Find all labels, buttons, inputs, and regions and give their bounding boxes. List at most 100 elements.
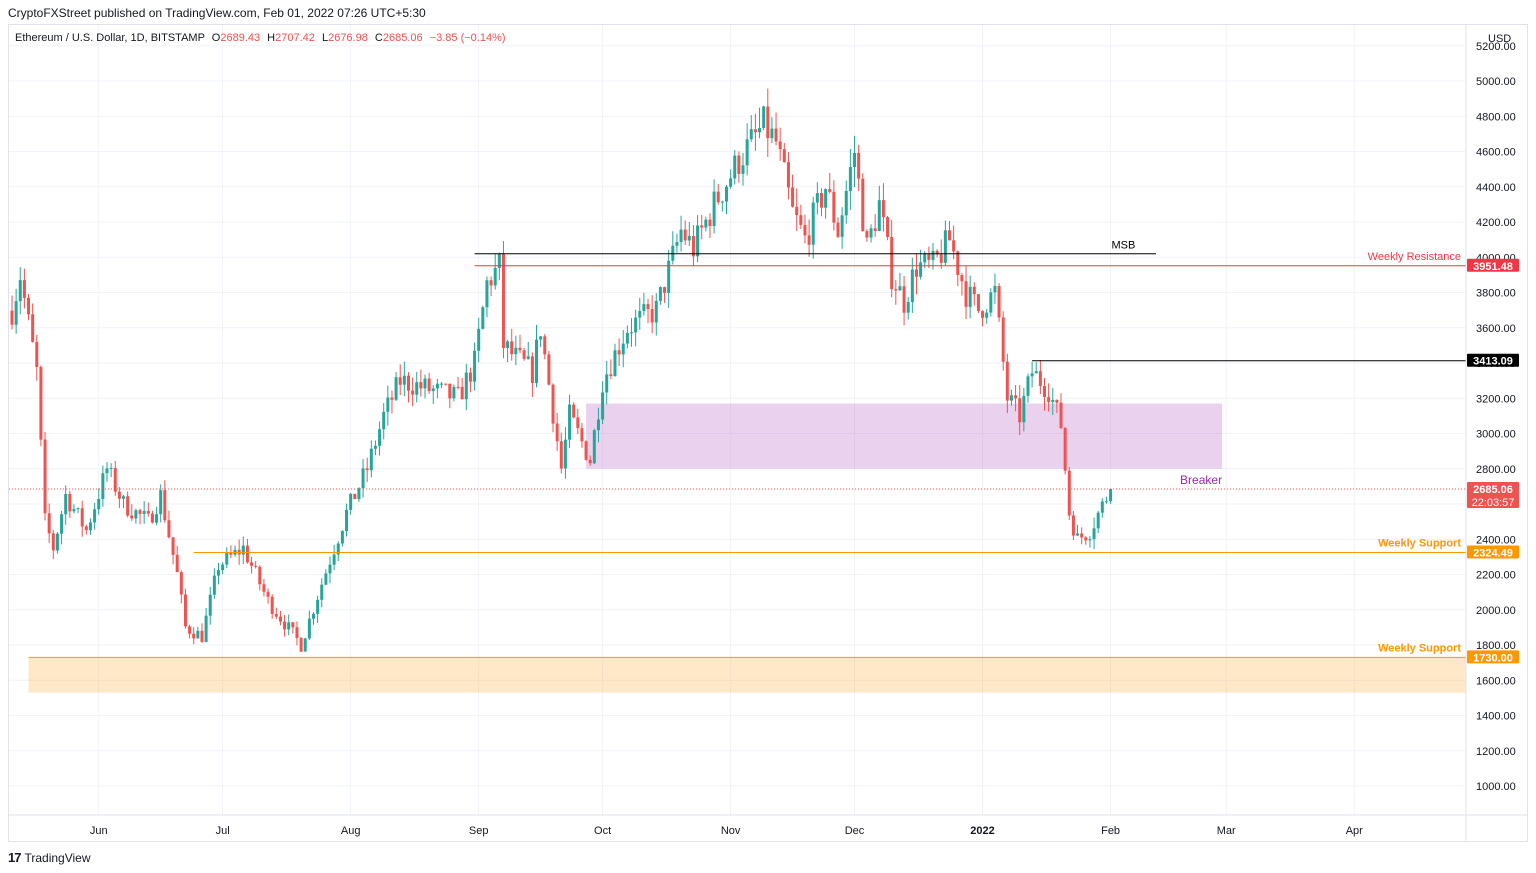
candle-body xyxy=(848,166,852,192)
candle-body xyxy=(167,520,171,538)
candle-body xyxy=(906,301,910,313)
candle-body xyxy=(291,622,295,628)
candle-body xyxy=(84,526,88,531)
candle-body xyxy=(456,386,460,388)
candle-body xyxy=(245,545,249,563)
candle-body xyxy=(481,307,485,329)
candle-body xyxy=(708,219,712,226)
candle-body xyxy=(31,314,35,342)
candle-body xyxy=(361,468,365,489)
price-tag-label: 3951.48 xyxy=(1473,261,1513,273)
chart-frame xyxy=(8,24,1528,842)
candle-body xyxy=(981,311,985,318)
candle-body xyxy=(171,537,175,555)
candle-body xyxy=(250,562,254,566)
price-tag xyxy=(1467,650,1519,664)
y-tick-label: 3800.00 xyxy=(1476,288,1516,300)
y-tick-label: 1400.00 xyxy=(1476,711,1516,723)
price-tag-label: 1730.00 xyxy=(1473,652,1513,664)
candle-body xyxy=(518,347,522,351)
candle-body xyxy=(402,375,406,385)
candle-body xyxy=(737,155,741,174)
candle-body xyxy=(101,473,105,500)
candle-body xyxy=(349,493,353,510)
candle-body xyxy=(22,280,26,298)
candle-body xyxy=(733,155,737,179)
price-tag xyxy=(1467,545,1519,559)
candle-body xyxy=(1076,533,1080,536)
legend-low: 2676.98 xyxy=(328,32,368,44)
candle-body xyxy=(522,350,526,359)
candle-body xyxy=(791,187,795,207)
candle-body xyxy=(931,250,935,260)
candle-body xyxy=(815,193,819,203)
candle-body xyxy=(530,356,534,384)
candle-body xyxy=(431,388,435,392)
zones: Breaker xyxy=(28,403,1466,693)
legend-change: −3.85 (−0.14%) xyxy=(430,32,506,44)
candle-body xyxy=(836,222,840,237)
candle-body xyxy=(183,594,187,627)
x-tick-label: Jul xyxy=(216,825,230,837)
candle-body xyxy=(217,570,220,576)
candle-body xyxy=(526,356,530,359)
candle-body xyxy=(1067,470,1071,516)
candle-body xyxy=(956,251,960,276)
candle-body xyxy=(130,515,134,519)
candle-body xyxy=(357,488,361,500)
candle-body xyxy=(394,377,398,400)
candle-body xyxy=(952,240,956,252)
x-tick-label: Aug xyxy=(341,825,361,837)
candle-body xyxy=(1084,537,1088,541)
levels: MSB Weekly Resistance Weekly Support Weekly… xyxy=(9,240,1466,658)
candle-body xyxy=(1092,528,1096,540)
candle-body xyxy=(753,129,757,133)
candle-body xyxy=(113,468,117,492)
tradingview-logo-icon: 17 xyxy=(8,850,22,865)
candle-body xyxy=(287,622,291,630)
candle-body xyxy=(869,228,873,238)
candle-body xyxy=(411,390,415,395)
candle-body xyxy=(1009,395,1013,401)
candle-body xyxy=(27,297,31,315)
candle-body xyxy=(935,250,939,255)
candle-body xyxy=(650,309,654,323)
candle-body xyxy=(716,191,720,203)
candle-body xyxy=(1051,399,1055,402)
candle-body xyxy=(745,139,749,166)
candle-body xyxy=(613,350,617,377)
candle-body xyxy=(510,341,514,355)
y-tick-label: 1600.00 xyxy=(1476,675,1516,687)
candle-body xyxy=(1047,397,1051,402)
candle-body xyxy=(621,343,625,355)
x-tick-label: Oct xyxy=(594,825,611,837)
support-zone xyxy=(28,657,1466,693)
x-tick-label: Feb xyxy=(1101,825,1120,837)
x-tick-label: Apr xyxy=(1346,825,1363,837)
candle-body xyxy=(39,366,43,440)
candle-body xyxy=(886,217,890,237)
candle-body xyxy=(914,269,918,277)
candle-body xyxy=(258,566,262,585)
candle-body xyxy=(1014,395,1018,399)
candle-body xyxy=(559,441,563,469)
candle-body xyxy=(138,510,142,514)
publish-header: CryptoFXStreet published on TradingView.… xyxy=(8,6,426,20)
candle-body xyxy=(824,189,828,208)
candle-body xyxy=(506,341,510,348)
price-tag xyxy=(1467,482,1519,509)
price-tag xyxy=(1467,258,1519,272)
candle-body xyxy=(204,615,208,642)
candle-body xyxy=(64,493,68,515)
y-tick-label: 2000.00 xyxy=(1476,605,1516,617)
candle-body xyxy=(212,575,216,595)
candle-body xyxy=(307,618,311,639)
candle-body xyxy=(683,229,687,241)
legend-symbol: Ethereum / U.S. Dollar, 1D, BITSTAMP xyxy=(15,32,205,44)
weekly-resistance-label: Weekly Resistance xyxy=(1368,251,1461,263)
candle-body xyxy=(741,165,745,174)
candle-body xyxy=(117,491,121,499)
candle-body xyxy=(547,354,551,385)
candle-body xyxy=(873,228,877,232)
